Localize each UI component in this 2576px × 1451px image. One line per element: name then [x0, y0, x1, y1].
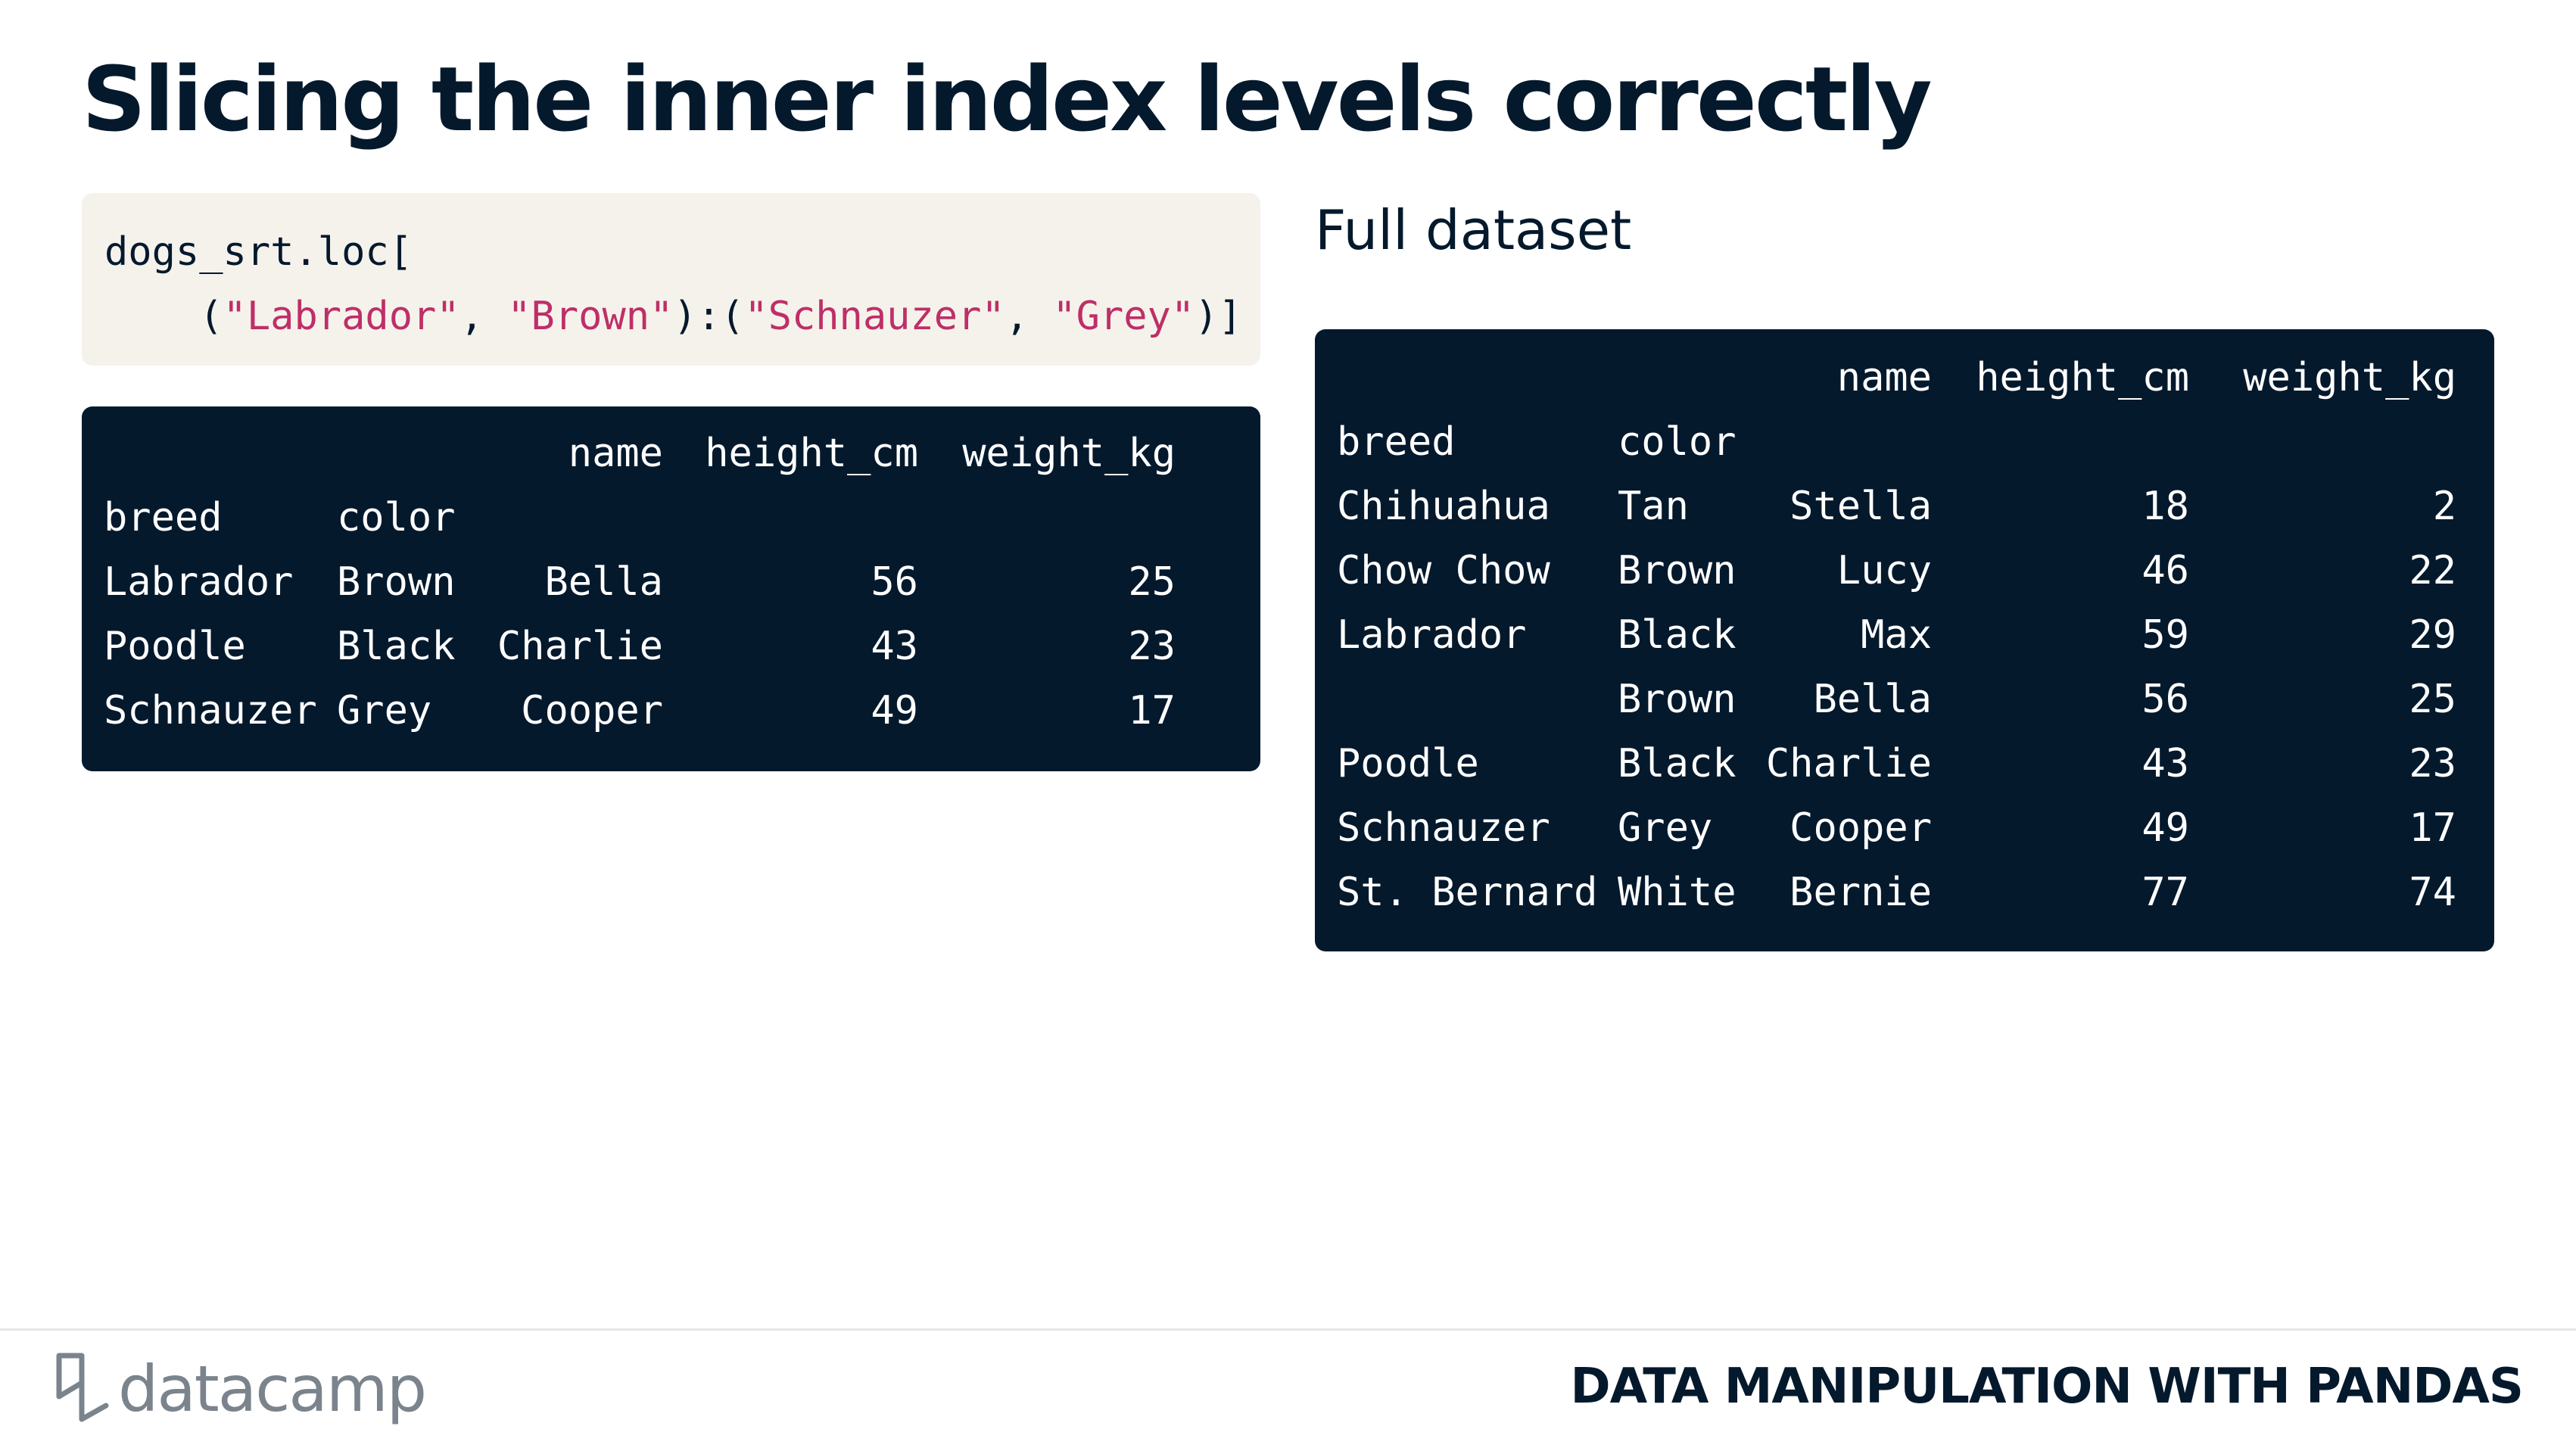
index-name: breed: [104, 495, 223, 540]
cell-name: Bernie: [1789, 870, 1932, 915]
cell-height: 56: [871, 559, 918, 605]
cell-breed: Chihuahua: [1337, 484, 1550, 529]
column-header: name: [568, 431, 663, 476]
cell-breed: Poodle: [104, 624, 246, 669]
column-header: weight_kg: [2243, 355, 2456, 400]
cell-height: 77: [2141, 870, 2189, 915]
cell-breed: St. Bernard: [1337, 870, 1598, 915]
datacamp-logo-icon: [53, 1350, 112, 1428]
cell-weight: 25: [1128, 559, 1176, 605]
cell-weight: 25: [2409, 677, 2456, 722]
index-name: color: [1618, 419, 1737, 465]
cell-name: Bella: [1813, 677, 1932, 722]
code-string: "Schnauzer": [744, 294, 1005, 339]
cell-color: Brown: [1618, 548, 1737, 593]
cell-weight: 74: [2409, 870, 2456, 915]
column-header: height_cm: [705, 431, 918, 476]
cell-weight: 29: [2409, 612, 2456, 658]
code-text: ):(: [673, 294, 745, 339]
cell-height: 49: [871, 688, 918, 733]
code-text: dogs_srt.loc[: [104, 229, 413, 275]
index-name: breed: [1337, 419, 1456, 465]
cell-breed: Labrador: [104, 559, 294, 605]
cell-name: Bella: [544, 559, 663, 605]
cell-name: Charlie: [497, 624, 663, 669]
cell-weight: 2: [2432, 484, 2456, 529]
cell-color: Tan: [1618, 484, 1689, 529]
code-string: "Grey": [1052, 294, 1195, 339]
cell-height: 46: [2141, 548, 2189, 593]
cell-color: Black: [1618, 612, 1737, 658]
index-name: color: [337, 495, 456, 540]
course-title: DATA MANIPULATION WITH PANDAS: [1570, 1359, 2524, 1415]
cell-height: 59: [2141, 612, 2189, 658]
full-dataset-label: Full dataset: [1315, 198, 1632, 262]
datacamp-brand: datacamp: [53, 1350, 427, 1428]
column-header: height_cm: [1976, 355, 2189, 400]
result-output: name height_cm weight_kg breed color Lab…: [82, 406, 1260, 771]
code-text: (: [104, 294, 223, 339]
slide-title: Slicing the inner index levels correctly: [82, 47, 1933, 151]
brand-name: datacamp: [118, 1352, 427, 1426]
cell-color: Black: [337, 624, 456, 669]
cell-color: Black: [1618, 741, 1737, 786]
cell-name: Lucy: [1836, 548, 1932, 593]
code-text: ,: [459, 294, 508, 339]
cell-height: 18: [2141, 484, 2189, 529]
full-dataset-output: name height_cm weight_kg breed color Chi…: [1315, 329, 2494, 951]
cell-weight: 23: [2409, 741, 2456, 786]
cell-height: 56: [2141, 677, 2189, 722]
cell-height: 43: [2141, 741, 2189, 786]
cell-color: Grey: [1618, 805, 1713, 851]
cell-breed: Chow Chow: [1337, 548, 1550, 593]
cell-color: Brown: [337, 559, 456, 605]
cell-weight: 17: [1128, 688, 1176, 733]
cell-breed: Poodle: [1337, 741, 1479, 786]
cell-name: Max: [1861, 612, 1932, 658]
code-text: ,: [1005, 294, 1053, 339]
cell-name: Cooper: [1789, 805, 1932, 851]
cell-breed: Labrador: [1337, 612, 1527, 658]
cell-height: 49: [2141, 805, 2189, 851]
cell-height: 43: [871, 624, 918, 669]
cell-color: Brown: [1618, 677, 1737, 722]
cell-breed: Schnauzer: [104, 688, 317, 733]
cell-weight: 22: [2409, 548, 2456, 593]
cell-name: Stella: [1789, 484, 1932, 529]
cell-weight: 17: [2409, 805, 2456, 851]
cell-weight: 23: [1128, 624, 1176, 669]
column-header: name: [1836, 355, 1932, 400]
code-string: "Brown": [507, 294, 674, 339]
code-string: "Labrador": [223, 294, 460, 339]
code-block: dogs_srt.loc[ ("Labrador", "Brown"):("Sc…: [82, 193, 1260, 366]
footer-divider: [0, 1328, 2576, 1331]
code-line-1: dogs_srt.loc[: [104, 220, 1238, 285]
code-text: )]: [1195, 294, 1242, 339]
cell-color: White: [1618, 870, 1737, 915]
cell-breed: Schnauzer: [1337, 805, 1550, 851]
code-line-2: ("Labrador", "Brown"):("Schnauzer", "Gre…: [104, 285, 1242, 349]
cell-name: Charlie: [1765, 741, 1932, 786]
column-header: weight_kg: [962, 431, 1176, 476]
cell-name: Cooper: [521, 688, 663, 733]
cell-color: Grey: [337, 688, 432, 733]
